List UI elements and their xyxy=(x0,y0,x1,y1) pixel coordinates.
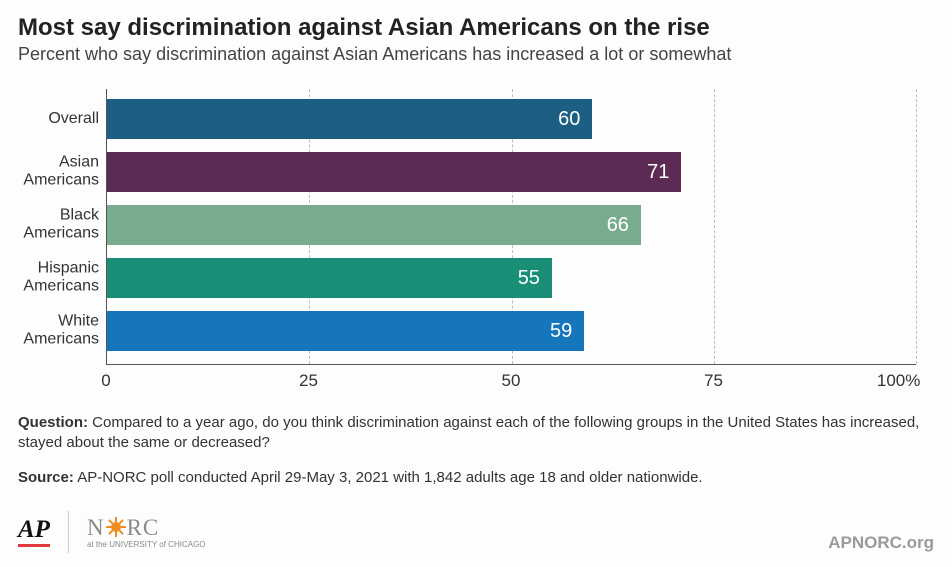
norc-wordmark: N RC xyxy=(87,516,206,539)
category-label: White Americans xyxy=(19,313,107,350)
bar: 59 xyxy=(107,311,584,351)
x-axis: 0255075100% xyxy=(106,365,916,399)
category-label: Hispanic Americans xyxy=(19,260,107,297)
x-tick: 100% xyxy=(877,371,920,391)
site-link: APNORC.org xyxy=(828,533,934,553)
question-text: Compared to a year ago, do you think dis… xyxy=(18,414,919,451)
norc-logo: N RC at the UNIVERSITY of CHICAGO xyxy=(87,516,206,549)
logo-divider xyxy=(68,511,69,553)
x-tick: 25 xyxy=(299,371,318,391)
sun-icon xyxy=(107,518,125,536)
category-label: Asian Americans xyxy=(19,154,107,191)
bar: 66 xyxy=(107,205,641,245)
footer: AP N RC at the UNIVERSITY of CHICAGO xyxy=(18,511,934,553)
ap-logo: AP xyxy=(18,517,50,547)
category-label: Overall xyxy=(19,110,107,128)
bar: 60 xyxy=(107,99,592,139)
gridline xyxy=(916,89,917,364)
logo-group: AP N RC at the UNIVERSITY of CHICAGO xyxy=(18,511,206,553)
source-text: AP-NORC poll conducted April 29-May 3, 2… xyxy=(77,469,702,486)
chart-subtitle: Percent who say discrimination against A… xyxy=(18,44,934,65)
norc-subtext: at the UNIVERSITY of CHICAGO xyxy=(87,541,206,549)
bar-row: Black Americans66 xyxy=(107,205,916,245)
source-note: Source: AP-NORC poll conducted April 29-… xyxy=(18,468,934,488)
category-label: Black Americans xyxy=(19,207,107,244)
question-note: Question: Compared to a year ago, do you… xyxy=(18,413,934,454)
bar-chart: Overall60 Asian Americans71 Black American… xyxy=(106,89,916,399)
bar: 71 xyxy=(107,152,681,192)
x-tick: 0 xyxy=(101,371,110,391)
x-tick: 50 xyxy=(502,371,521,391)
bar: 55 xyxy=(107,258,552,298)
bar-row: White Americans59 xyxy=(107,311,916,351)
question-label: Question: xyxy=(18,414,88,431)
bar-row: Hispanic Americans55 xyxy=(107,258,916,298)
plot-area: Overall60 Asian Americans71 Black American… xyxy=(106,89,916,365)
chart-title: Most say discrimination against Asian Am… xyxy=(18,14,934,42)
source-label: Source: xyxy=(18,469,74,486)
x-tick: 75 xyxy=(704,371,723,391)
bar-row: Overall60 xyxy=(107,99,916,139)
bar-row: Asian Americans71 xyxy=(107,152,916,192)
